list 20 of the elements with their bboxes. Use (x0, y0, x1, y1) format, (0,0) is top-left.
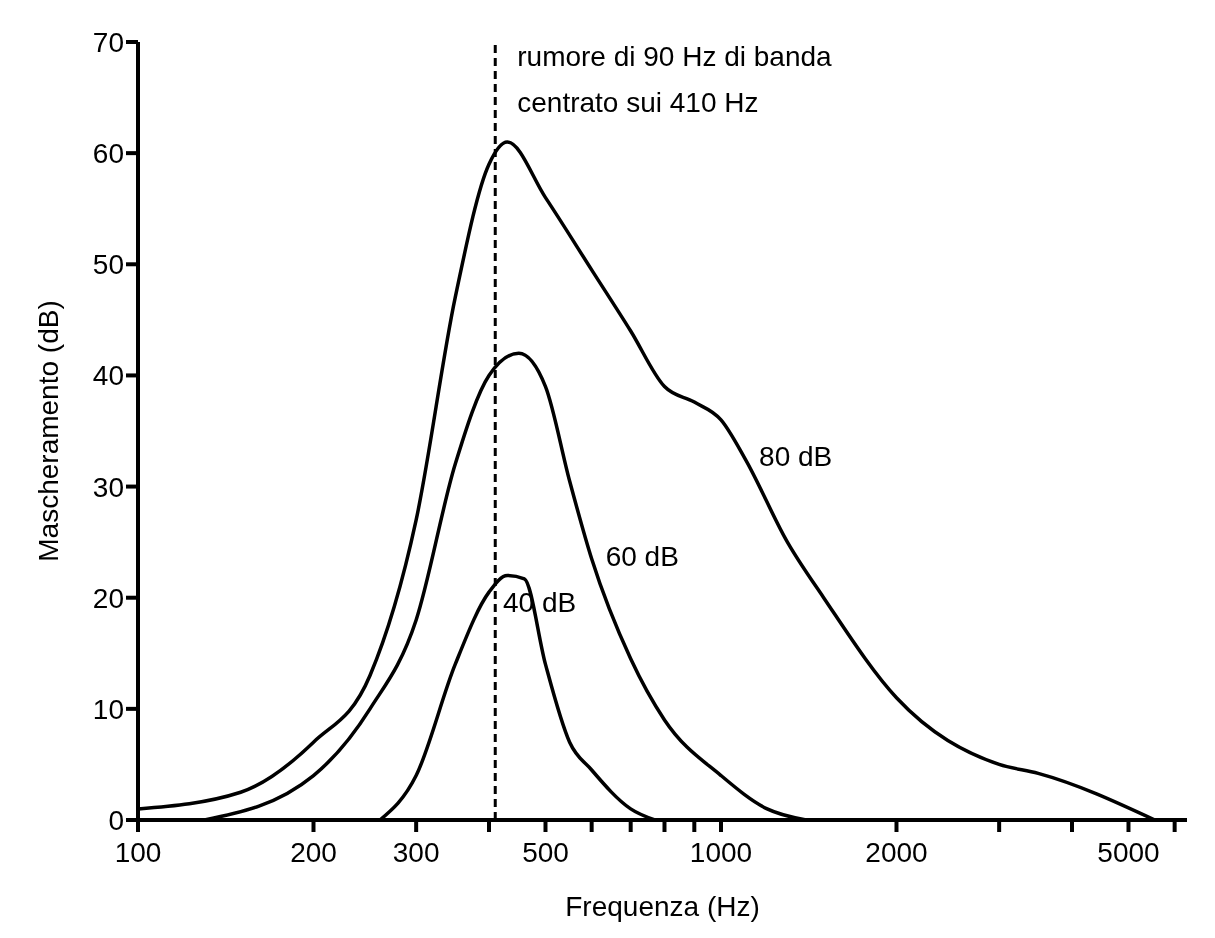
series-label: 60 dB (605, 541, 679, 573)
y-axis-title: Mascheramento (dB) (32, 300, 64, 562)
y-tick-label: 70 (92, 26, 124, 58)
y-tick-label: 40 (92, 360, 124, 392)
y-tick-label: 50 (92, 249, 124, 281)
series-label: 80 dB (759, 441, 833, 473)
x-tick-label: 500 (522, 836, 569, 868)
y-tick-label: 10 (92, 693, 124, 725)
x-tick-label: 300 (392, 836, 440, 868)
x-tick-label: 200 (290, 836, 337, 868)
x-axis-title: Frequenza (Hz) (565, 891, 760, 922)
x-tick-label: 2000 (865, 836, 928, 868)
x-tick-label: 100 (114, 836, 162, 868)
x-tick-label: 5000 (1097, 836, 1160, 868)
y-tick-label: 60 (92, 138, 124, 170)
ref-line-label: rumore di 90 Hz di banda centrato sui 410 Hz (517, 41, 833, 118)
y-tick-label: 20 (92, 582, 124, 614)
x-tick-label: 1000 (689, 836, 753, 868)
y-tick-label: 0 (108, 804, 124, 836)
y-tick-label: 30 (92, 471, 124, 503)
